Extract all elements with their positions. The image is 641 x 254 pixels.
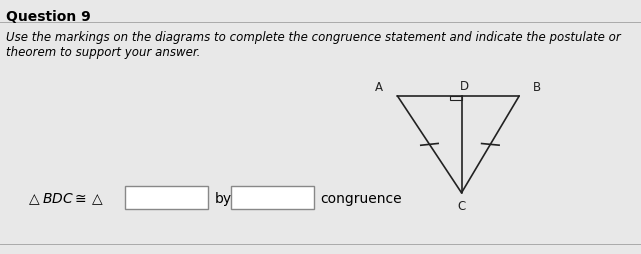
FancyBboxPatch shape: [231, 187, 314, 210]
Text: by: by: [215, 191, 232, 205]
Text: C: C: [458, 199, 465, 212]
FancyBboxPatch shape: [125, 187, 208, 210]
Text: A: A: [376, 81, 383, 94]
Text: Question 9: Question 9: [6, 10, 91, 24]
Text: Use the markings on the diagrams to complete the congruence statement and indica: Use the markings on the diagrams to comp…: [6, 30, 621, 58]
Text: congruence: congruence: [320, 191, 402, 205]
Text: D: D: [460, 80, 469, 93]
Text: B: B: [533, 81, 542, 94]
Text: $\triangle BDC \cong \triangle$: $\triangle BDC \cong \triangle$: [26, 190, 104, 206]
